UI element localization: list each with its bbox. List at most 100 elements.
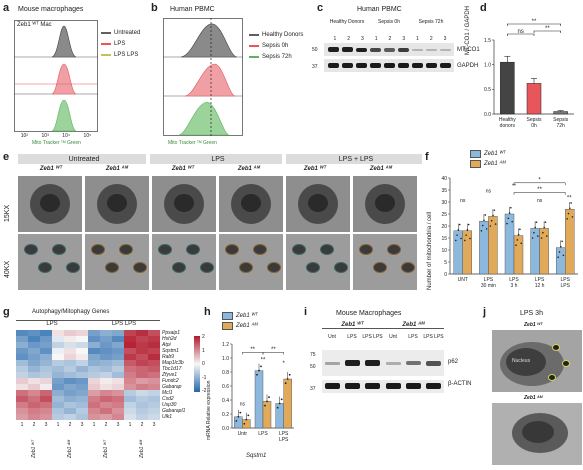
bar (254, 370, 264, 429)
y-tick-label: 0.2 (222, 412, 229, 418)
histogram-stack (163, 18, 243, 136)
panel-letter: b (151, 2, 158, 14)
data-point (243, 422, 246, 425)
heatmap-cell (28, 378, 40, 384)
heatmap-cell (88, 396, 100, 402)
heatmap-cell (88, 336, 100, 342)
em-image (85, 176, 149, 232)
heatmap-cell (40, 372, 52, 378)
heatmap-cell (136, 384, 148, 390)
col-number: 2 (140, 422, 144, 428)
heatmap-cell (88, 330, 100, 336)
em-image (286, 234, 350, 290)
heatmap-cell (136, 366, 148, 372)
x-tick-label: Untr (238, 431, 248, 437)
heatmap-cell (16, 366, 28, 372)
gene-label: Map1lc3b (162, 360, 184, 366)
color-scale-bar (194, 336, 200, 392)
mw-marker: 50 (310, 364, 316, 370)
bar (513, 235, 524, 275)
data-point (562, 254, 565, 257)
heatmap-cell (52, 402, 64, 408)
heatmap-cell (40, 396, 52, 402)
sig-label: ** (537, 187, 542, 193)
heatmap-cell (64, 414, 76, 420)
heatmap-cell (16, 414, 28, 420)
data-point (515, 244, 517, 246)
heatmap-cell (148, 402, 160, 408)
heatmap-cell (52, 396, 64, 402)
data-point (464, 239, 466, 242)
data-point (571, 216, 574, 218)
heatmap-cell (52, 372, 64, 378)
y-tick-label: 30 (441, 200, 447, 206)
panel-letter: i (304, 306, 308, 318)
legend: Zeb1 ᵂᵀ Zeb1 ᴬᴹ (470, 150, 506, 168)
heatmap-cell (136, 414, 148, 420)
heatmap-cell (40, 336, 52, 342)
data-point (493, 209, 496, 211)
col-number: 1 (20, 422, 24, 428)
heatmap-cell (16, 342, 28, 348)
x-tick-label: LPS (509, 277, 519, 283)
bar (488, 216, 498, 275)
heatmap-cell (112, 336, 124, 342)
col-number: 2 (104, 422, 108, 428)
heatmap-cell (76, 384, 88, 390)
heatmap-cell (52, 354, 64, 360)
heatmap-cell (100, 402, 112, 408)
histogram-stack (14, 20, 98, 132)
heatmap-cell (16, 402, 28, 408)
data-point (239, 411, 242, 414)
col-number: 3 (44, 422, 48, 428)
data-point (490, 219, 493, 222)
data-point (258, 369, 260, 372)
heatmap-cell (136, 336, 148, 342)
heatmap-cell (148, 360, 160, 366)
data-point (567, 212, 570, 215)
data-point (245, 418, 248, 421)
sig-label: ** (545, 26, 550, 32)
data-point (481, 224, 484, 227)
heatmap-cell (76, 408, 88, 414)
heatmap-cell (88, 384, 100, 390)
heatmap-cell (28, 354, 40, 360)
data-point (235, 420, 238, 422)
panel-title: Mouse macrophages (18, 6, 84, 13)
heatmap-cell (88, 342, 100, 348)
heatmap-cell (64, 330, 76, 336)
y-tick-label: 0.4 (222, 398, 229, 404)
y-tick-label: 1.5 (484, 38, 491, 44)
heatmap-cell (40, 342, 52, 348)
heatmap-cell (136, 390, 148, 396)
data-point (458, 223, 461, 226)
y-tick-label: 0.8 (222, 370, 229, 376)
data-point (544, 221, 547, 223)
heatmap-cell (148, 378, 160, 384)
heatmap-cell (40, 360, 52, 366)
heatmap-cell (100, 354, 112, 360)
heatmap-cell (52, 414, 64, 420)
heatmap-cell (136, 330, 148, 336)
legend-item: Zeb1 ᴬᴹ (470, 160, 506, 168)
heatmap-cell (52, 330, 64, 336)
heatmap-cell (16, 330, 28, 336)
heatmap-cell (52, 408, 64, 414)
data-point (517, 233, 520, 236)
western-blot-image (322, 350, 444, 393)
gene-label: Tbc1d17 (162, 366, 182, 372)
heatmap-cell (28, 414, 40, 420)
mw-marker: 75 (310, 352, 316, 358)
heatmap-cell (76, 372, 88, 378)
data-point (511, 220, 513, 223)
legend-item: Zeb1 ᵂᵀ (222, 312, 258, 320)
sig-label: ** (261, 358, 266, 364)
heatmap-cell (40, 366, 52, 372)
heatmap-cell (100, 348, 112, 354)
heatmap-cell (64, 366, 76, 372)
y-axis-label: Number of mitochondria / cell (427, 211, 433, 290)
panel-letter: h (204, 306, 211, 318)
y-tick-label: 0.5 (484, 87, 491, 93)
heatmap-cell (64, 396, 76, 402)
